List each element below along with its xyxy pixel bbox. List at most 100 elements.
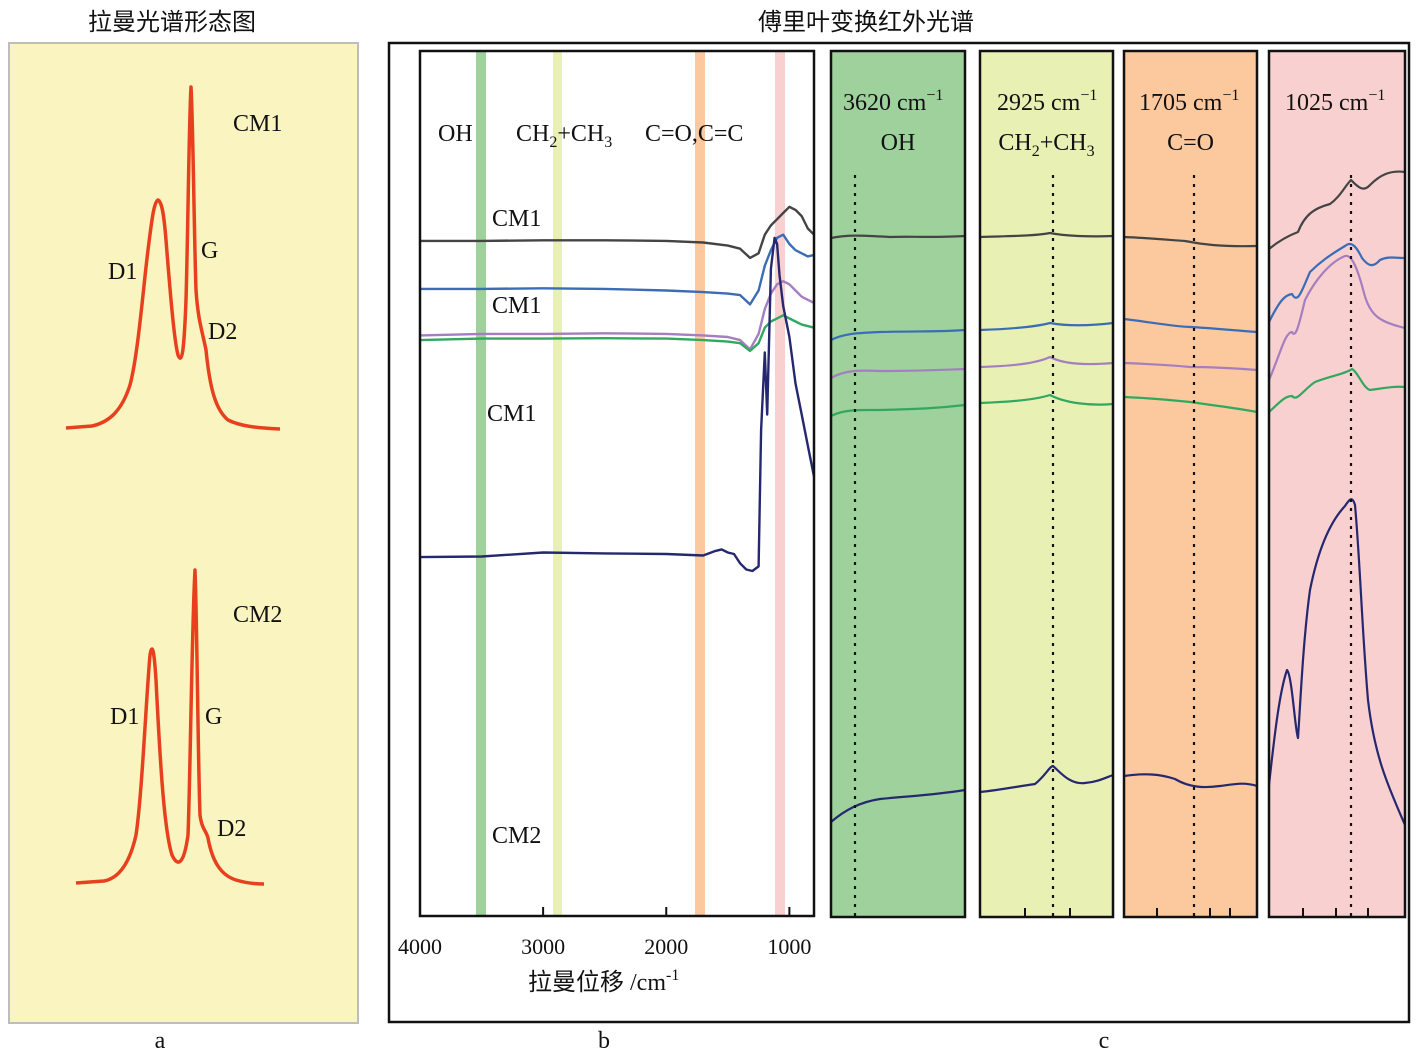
- main-plot-frame: [418, 49, 816, 918]
- series-label-cm1-b: CM1: [492, 293, 541, 319]
- raman-cm2-g-label: G: [205, 704, 222, 730]
- subpanel-1: 3620 cm−1 OH: [829, 49, 967, 919]
- raman-title: 拉曼光谱形态图: [88, 8, 256, 36]
- subpanel-2-peak-value: 2925 cm: [997, 90, 1081, 116]
- band-oh: [476, 51, 486, 916]
- panel-c-label: c: [1099, 1028, 1110, 1054]
- subpanel-4-line-4: [1269, 367, 1405, 413]
- x-axis-title-sup: -1: [666, 967, 679, 984]
- subpanel-2-frame: [978, 49, 1115, 919]
- series-label-cm1-a: CM1: [492, 206, 541, 232]
- raman-cm1-d2-label: D2: [208, 319, 237, 345]
- series-line-3: [419, 280, 815, 351]
- subpanel-4-frame: [1267, 49, 1407, 919]
- subpanel-2-line-5: [980, 764, 1113, 794]
- subpanel-4: 1025 cm−1: [1267, 49, 1407, 919]
- subpanel-2-background: [980, 51, 1113, 917]
- x-tick-label-2000: 2000: [644, 934, 688, 959]
- subpanel-2-peak-label: 2925 cm−1: [997, 87, 1097, 116]
- band-label-ch-mid: +CH: [557, 121, 604, 147]
- subpanel-3-line-1: [1124, 235, 1257, 248]
- subpanel-4-peak-label: 1025 cm−1: [1285, 87, 1385, 116]
- ftir-frame: [387, 41, 1411, 1024]
- subpanel-1-peak-label: 3620 cm−1: [843, 87, 943, 116]
- subpanel-1-peak-value: 3620 cm: [843, 90, 927, 116]
- raman-cm2-d1-label: D1: [110, 704, 139, 730]
- x-tick-label-3000: 3000: [521, 934, 565, 959]
- subpanel-1-line-3: [831, 367, 965, 379]
- raman-cm1-g-label: G: [201, 238, 218, 264]
- band-label-oh: OH: [438, 121, 473, 147]
- raman-cm2-d2-label: D2: [217, 816, 246, 842]
- subpanel-1-line-5: [831, 788, 965, 823]
- ftir-title: 傅里叶变换红外光谱: [758, 8, 974, 36]
- band-co: [695, 51, 705, 916]
- subpanel-2-group-sub1: 2: [1032, 143, 1040, 160]
- subpanel-3-peak-label: 1705 cm−1: [1139, 87, 1239, 116]
- main-series-group: [419, 205, 816, 573]
- subpanel-3-line-4: [1124, 395, 1257, 414]
- subpanel-1-frame: [829, 49, 967, 919]
- series-label-cm2: CM2: [492, 823, 541, 849]
- subpanel-1-line-2: [831, 328, 965, 341]
- subpanel-1-group-label: OH: [881, 130, 916, 156]
- subpanel-4-peak-sup: −1: [1368, 87, 1385, 104]
- raman-cm1-d1-label: D1: [108, 259, 137, 285]
- subpanel-2-group-label: CH2+CH3: [998, 130, 1094, 160]
- subpanel-2-line-1: [980, 231, 1113, 239]
- subpanel-2-line-2: [980, 321, 1113, 332]
- series-line-1: [420, 205, 815, 260]
- series-line-4: [419, 314, 815, 353]
- x-tick-label-4000: 4000: [398, 934, 442, 959]
- subpanel-2: 2925 cm−1 CH2+CH3: [978, 49, 1115, 919]
- raman-panel: CM1 D1 G D2 CM2 D1 G D2: [8, 42, 359, 1024]
- band-label-ch-a: CH: [516, 121, 549, 147]
- band-ch: [553, 51, 562, 916]
- subpanel-4-line-1: [1269, 170, 1405, 250]
- band-label-ch-sub2: 3: [604, 134, 612, 151]
- subpanel-3-background: [1124, 51, 1257, 917]
- subpanel-2-line-4: [980, 393, 1113, 406]
- subpanel-2-group-mid: +CH: [1040, 130, 1087, 156]
- main-x-ticks: 4000 3000 2000 1000: [398, 907, 811, 959]
- x-axis-title: 拉曼位移 /cm-1: [528, 967, 679, 996]
- series-label-cm1-c: CM1: [487, 401, 536, 427]
- subpanel-4-peak-value: 1025 cm: [1285, 90, 1369, 116]
- subpanel-2-group-sub2: 3: [1087, 143, 1095, 160]
- x-tick-label-1000: 1000: [767, 934, 811, 959]
- band-label-ch: CH2+CH3: [516, 121, 612, 151]
- subpanel-3-line-3: [1124, 361, 1257, 372]
- subpanel-3-line-2: [1124, 317, 1257, 334]
- raman-cm1-curve: [65, 85, 281, 431]
- band-label-ch-sub1: 2: [549, 134, 557, 151]
- subpanel-3-group-label: C=O: [1167, 130, 1214, 156]
- series-line-2: [420, 233, 815, 306]
- subpanel-1-peak-sup: −1: [926, 87, 943, 104]
- subpanel-3-peak-value: 1705 cm: [1139, 90, 1223, 116]
- subpanel-4-line-2: [1269, 242, 1405, 323]
- band-1025: [775, 51, 785, 916]
- subpanel-2-line-3: [980, 355, 1113, 369]
- subpanel-4-line-3: [1269, 254, 1405, 381]
- ftir-main-plot: 4000 3000 2000 1000 OH CH2+CH3 C=O,C=C CM1 …: [398, 49, 816, 996]
- subpanel-1-line-4: [831, 403, 965, 417]
- subpanel-1-line-1: [831, 234, 965, 240]
- subpanel-4-background: [1269, 51, 1405, 917]
- raman-panel-background: [8, 42, 359, 1024]
- raman-cm2-curve: [75, 568, 265, 886]
- subpanel-4-line-5: [1269, 498, 1405, 826]
- panel-b-label: b: [598, 1028, 610, 1054]
- subpanel-3-peak-sup: −1: [1222, 87, 1239, 104]
- raman-cm2-label: CM2: [233, 602, 282, 628]
- series-line-5: [419, 236, 816, 573]
- subpanel-2-group-a: CH: [998, 130, 1031, 156]
- subpanel-1-background: [831, 51, 965, 917]
- subpanel-3: 1705 cm−1 C=O: [1122, 49, 1259, 919]
- panel-a-label: a: [155, 1028, 166, 1054]
- subpanel-3-line-5: [1124, 773, 1257, 789]
- band-label-co: C=O,C=C: [645, 121, 743, 147]
- subpanel-2-peak-sup: −1: [1080, 87, 1097, 104]
- subpanel-3-frame: [1122, 49, 1259, 919]
